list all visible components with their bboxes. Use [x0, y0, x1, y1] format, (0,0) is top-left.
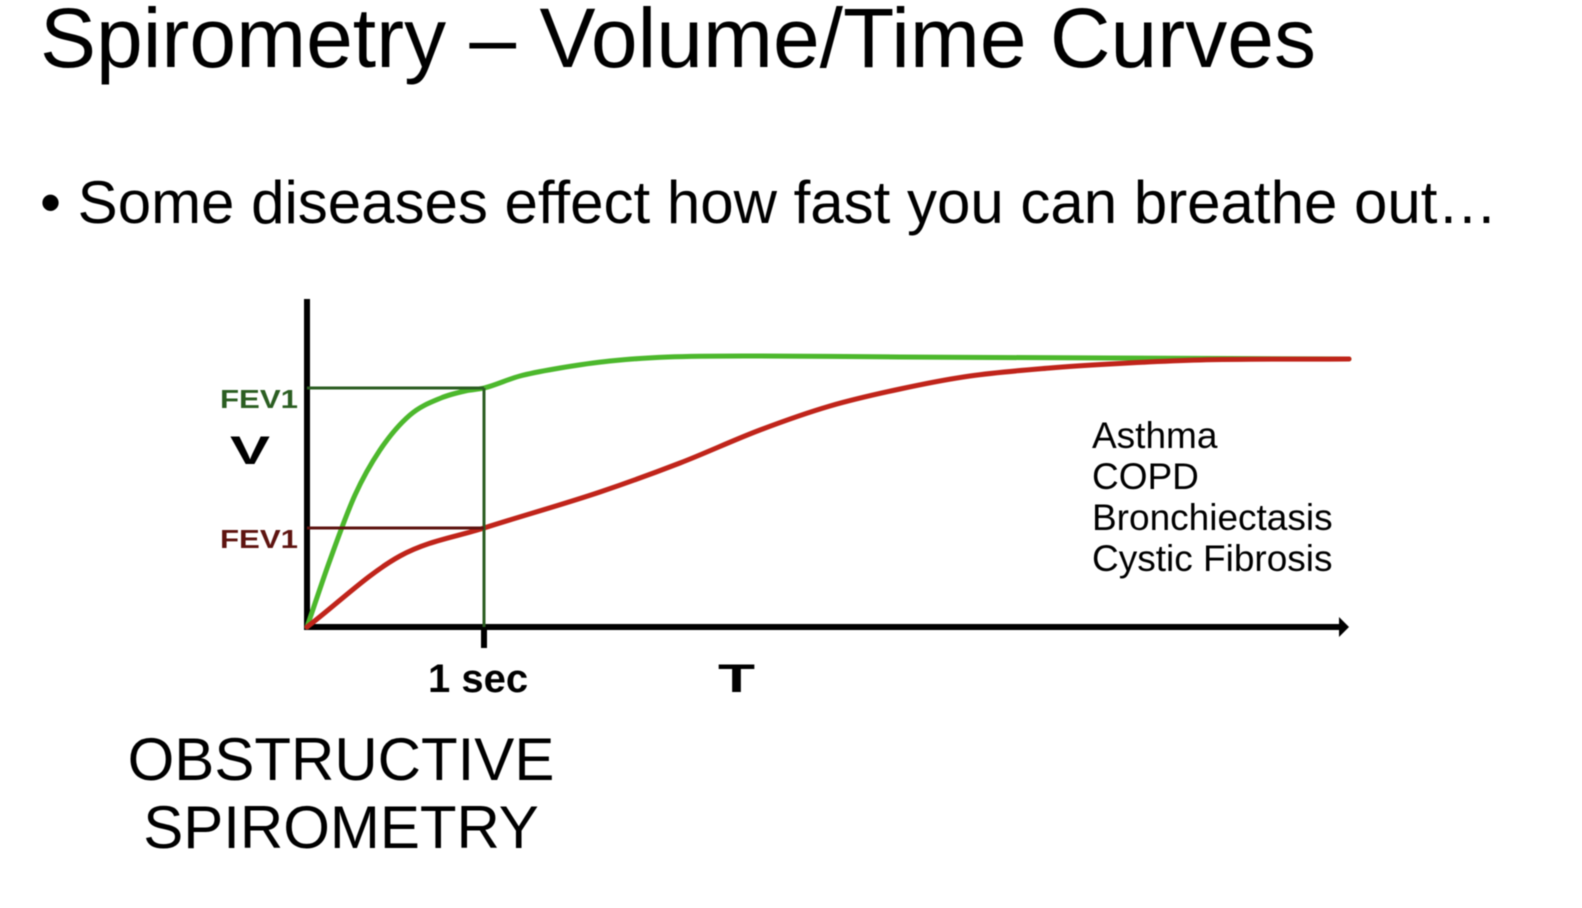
svg-text:1 sec: 1 sec	[428, 657, 528, 701]
svg-text:FEV1: FEV1	[220, 384, 298, 414]
svg-text:V: V	[230, 429, 270, 473]
svg-text:FEV1: FEV1	[220, 524, 298, 554]
svg-text:T: T	[718, 657, 755, 701]
